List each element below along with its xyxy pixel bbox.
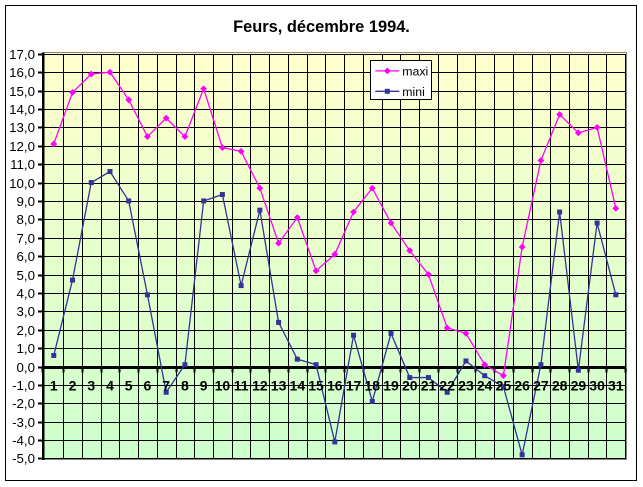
svg-text:4: 4: [106, 378, 114, 394]
svg-text:15,0: 15,0: [9, 84, 35, 99]
svg-text:6,0: 6,0: [17, 249, 36, 264]
svg-text:25: 25: [496, 378, 512, 394]
svg-text:26: 26: [514, 378, 530, 394]
svg-text:-1,0: -1,0: [12, 378, 35, 393]
svg-text:3: 3: [87, 378, 95, 394]
svg-text:7: 7: [162, 378, 170, 394]
svg-text:4,0: 4,0: [17, 286, 36, 301]
svg-text:19: 19: [383, 378, 399, 394]
svg-text:11,0: 11,0: [10, 157, 35, 172]
svg-text:23: 23: [458, 378, 474, 394]
svg-text:16,0: 16,0: [9, 65, 35, 80]
svg-text:-4,0: -4,0: [12, 433, 35, 448]
svg-text:9,0: 9,0: [17, 194, 36, 209]
svg-text:11: 11: [234, 378, 249, 394]
svg-text:22: 22: [439, 378, 455, 394]
svg-text:9: 9: [200, 378, 208, 394]
svg-text:2: 2: [69, 378, 77, 394]
svg-text:2,0: 2,0: [17, 323, 36, 338]
svg-text:27: 27: [533, 378, 549, 394]
svg-text:0,0: 0,0: [17, 360, 36, 375]
svg-text:mini: mini: [402, 85, 425, 99]
svg-text:15: 15: [308, 378, 324, 394]
svg-text:30: 30: [589, 378, 605, 394]
svg-text:10: 10: [215, 378, 231, 394]
svg-text:1,0: 1,0: [17, 341, 36, 356]
svg-text:24: 24: [477, 378, 493, 394]
svg-text:29: 29: [571, 378, 587, 394]
svg-text:12: 12: [252, 378, 268, 394]
svg-text:-2,0: -2,0: [12, 396, 35, 411]
svg-text:13,0: 13,0: [9, 120, 35, 135]
svg-text:18: 18: [364, 378, 380, 394]
svg-text:5: 5: [125, 378, 133, 394]
svg-text:14,0: 14,0: [9, 102, 35, 117]
svg-text:20: 20: [402, 378, 418, 394]
svg-text:-5,0: -5,0: [12, 451, 35, 466]
svg-text:17: 17: [346, 378, 362, 394]
svg-text:-3,0: -3,0: [12, 415, 35, 430]
svg-text:31: 31: [608, 378, 624, 394]
svg-text:1: 1: [50, 378, 58, 394]
svg-text:16: 16: [327, 378, 343, 394]
svg-text:28: 28: [552, 378, 568, 394]
svg-text:5,0: 5,0: [17, 268, 36, 283]
svg-text:13: 13: [271, 378, 287, 394]
svg-text:8,0: 8,0: [17, 212, 36, 227]
svg-text:7,0: 7,0: [17, 231, 36, 246]
svg-text:10,0: 10,0: [9, 176, 35, 191]
svg-text:3,0: 3,0: [17, 304, 36, 319]
svg-text:14: 14: [290, 378, 306, 394]
svg-text:21: 21: [421, 378, 437, 394]
svg-text:maxi: maxi: [402, 64, 428, 78]
svg-text:8: 8: [181, 378, 189, 394]
svg-text:6: 6: [144, 378, 152, 394]
svg-text:17,0: 17,0: [9, 47, 35, 62]
svg-text:12,0: 12,0: [9, 139, 35, 154]
